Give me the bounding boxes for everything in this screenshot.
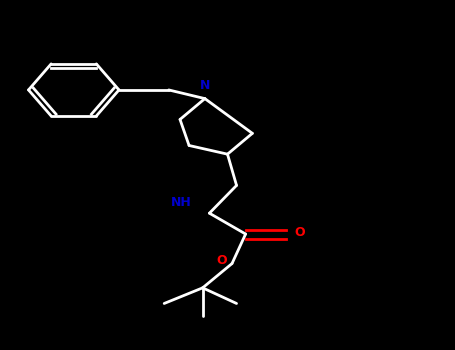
Text: O: O: [216, 254, 227, 267]
Text: NH: NH: [171, 196, 191, 209]
Text: N: N: [200, 79, 210, 92]
Text: O: O: [294, 226, 305, 239]
